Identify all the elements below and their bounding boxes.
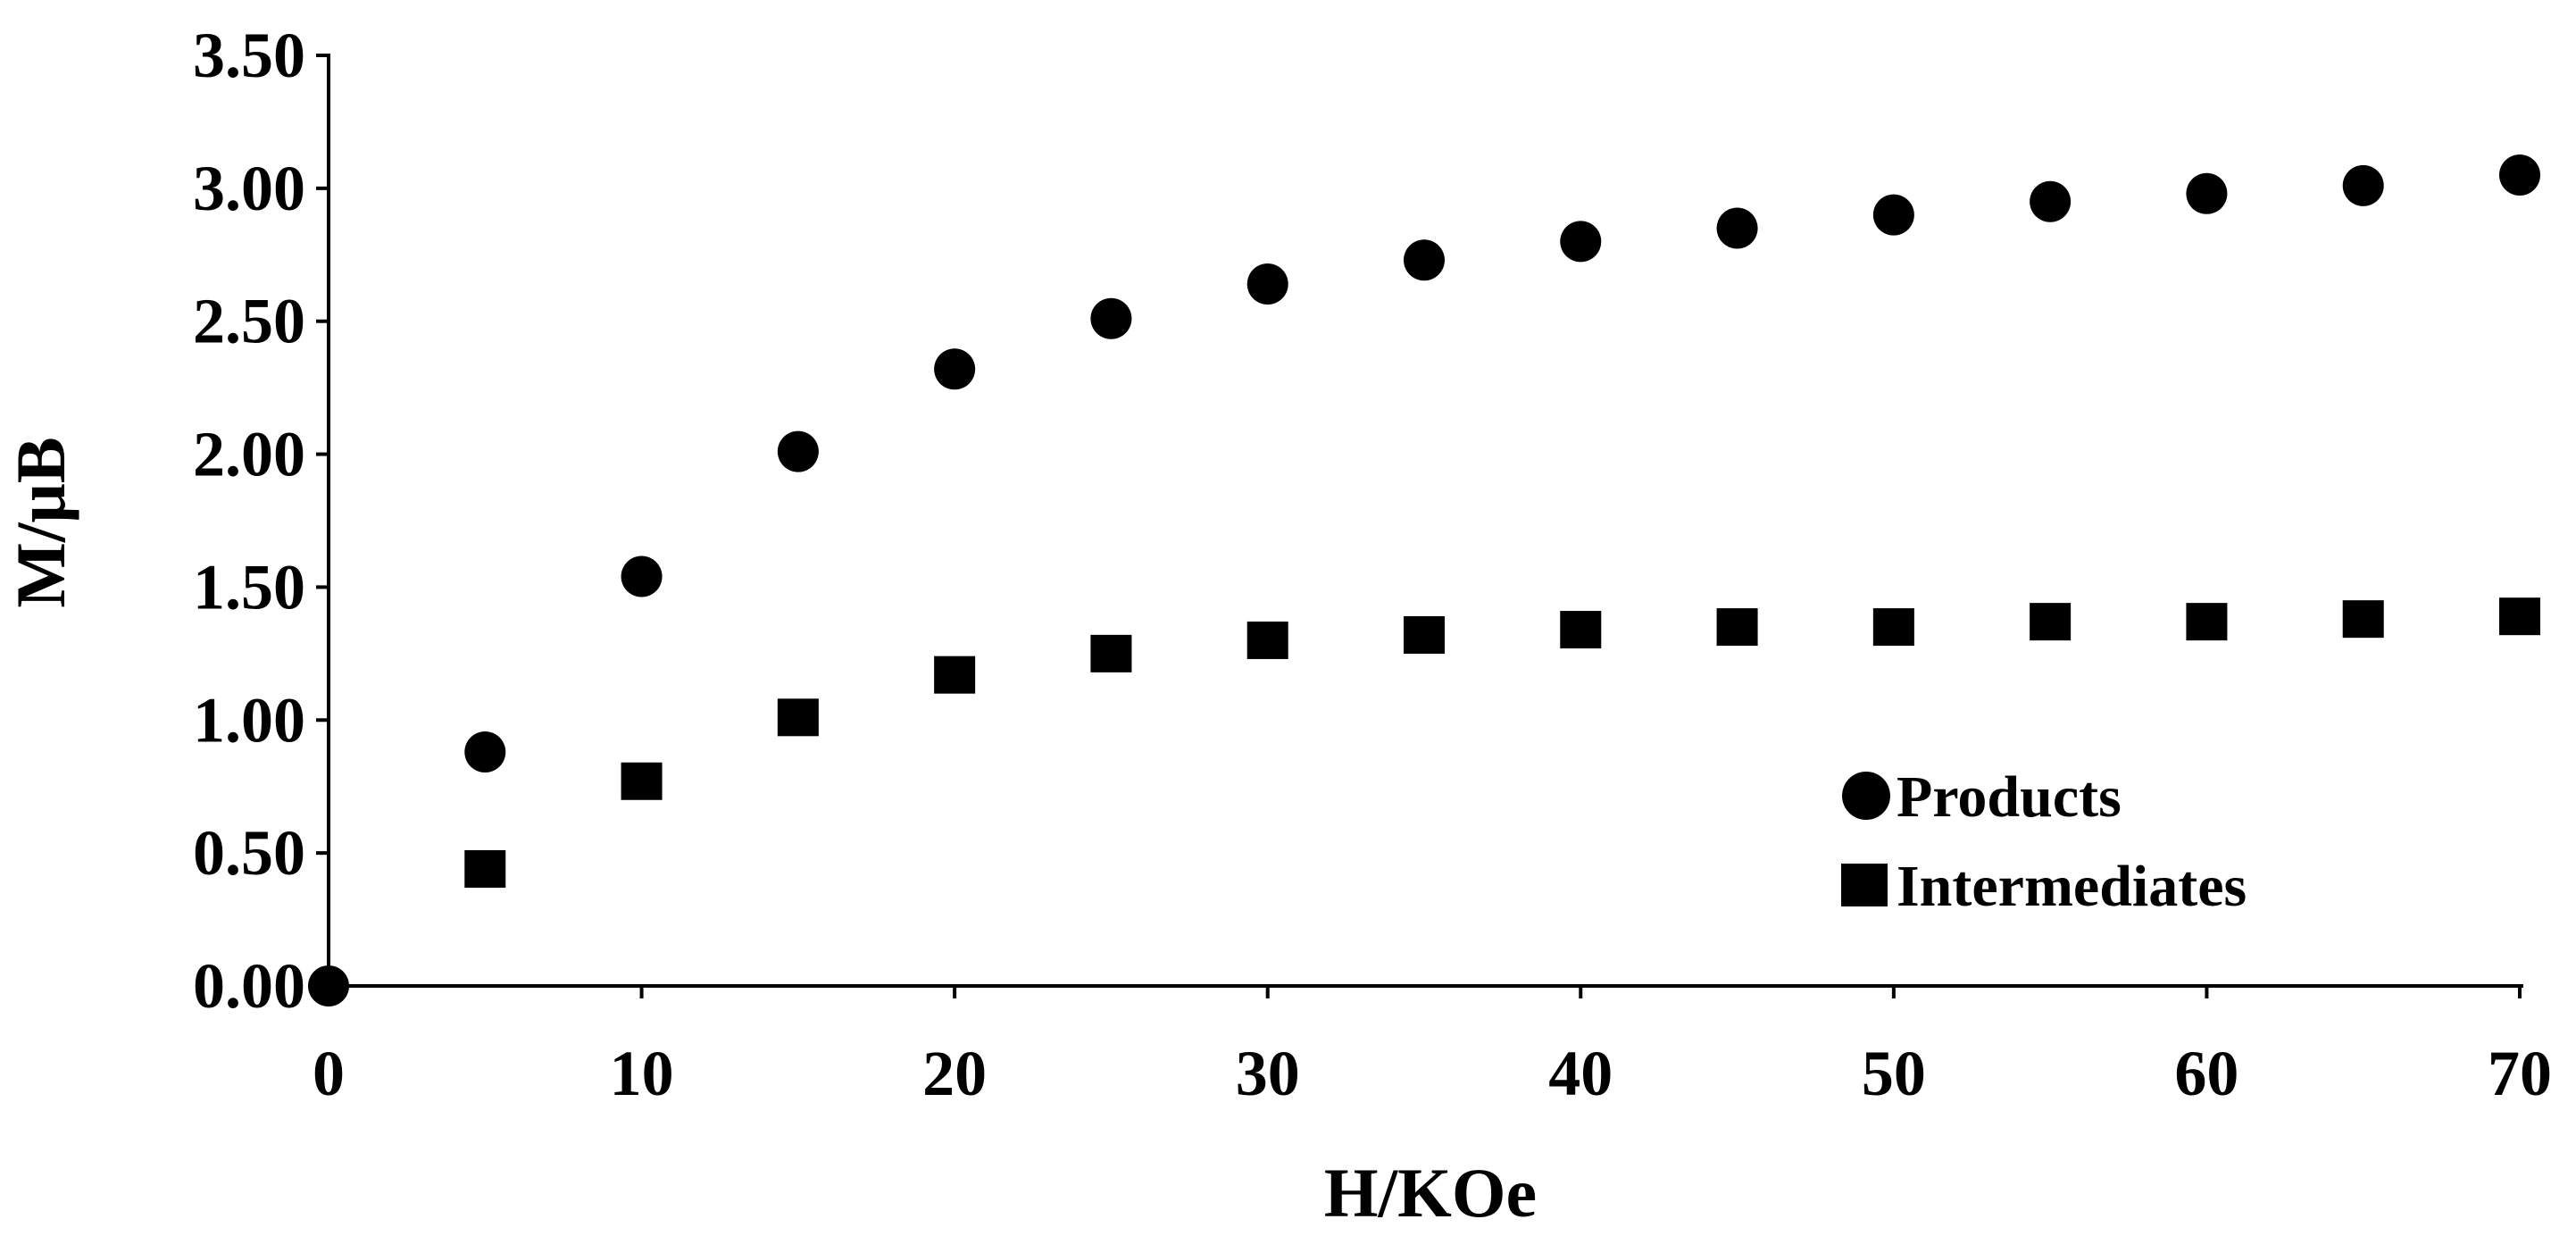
x-tick-label: 30 (1236, 1038, 1300, 1109)
data-point-products (1872, 194, 1914, 236)
x-tick-label: 10 (610, 1038, 674, 1109)
data-point-intermediates (464, 850, 506, 889)
y-tick-label: 0.00 (193, 950, 305, 1022)
data-point-intermediates (777, 698, 819, 737)
data-point-intermediates (934, 656, 976, 694)
data-point-products (1090, 297, 1132, 339)
y-tick-label: 0.50 (193, 817, 305, 889)
data-point-products (2342, 164, 2384, 206)
data-point-intermediates (2342, 600, 2384, 639)
y-tick-label: 2.50 (193, 286, 305, 357)
legend: Products Intermediates (1841, 764, 2247, 919)
legend-label-intermediates: Intermediates (1897, 854, 2247, 919)
legend-square-marker (1841, 864, 1888, 906)
x-axis: 0 10 20 30 40 50 60 70 (313, 984, 2552, 1109)
y-tick-label: 2.00 (193, 419, 305, 490)
x-tick-label: 50 (1862, 1038, 1926, 1109)
y-axis: 0.00 0.50 1.00 1.50 2.00 2.50 3.00 3.50 (193, 20, 330, 1022)
data-point-intermediates (1560, 611, 1602, 649)
data-point-intermediates (2499, 597, 2540, 636)
y-tick-label: 3.00 (193, 153, 305, 224)
x-tick-label: 70 (2488, 1038, 2552, 1109)
data-point-products (2499, 154, 2540, 196)
data-point-products (934, 348, 976, 390)
data-points (308, 154, 2540, 1006)
x-axis-title: H/KOe (1324, 1154, 1537, 1232)
legend-item-intermediates: Intermediates (1841, 854, 2247, 919)
y-axis-title: M/μB (2, 437, 79, 608)
data-point-intermediates (1716, 608, 1758, 647)
data-point-products (464, 731, 506, 773)
data-point-products (1246, 263, 1288, 305)
legend-item-products: Products (1842, 764, 2122, 830)
x-tick-label: 20 (922, 1038, 987, 1109)
legend-circle-marker (1842, 772, 1890, 820)
data-point-products (777, 430, 819, 472)
data-point-products (621, 555, 663, 597)
data-point-intermediates (2186, 603, 2228, 641)
y-tick-label: 3.50 (193, 20, 305, 91)
x-tick-label: 60 (2174, 1038, 2238, 1109)
y-tick-label: 1.00 (193, 684, 305, 756)
data-point-products (2030, 180, 2072, 222)
data-point-products (1404, 239, 1445, 281)
x-tick-label: 0 (313, 1038, 345, 1109)
legend-label-products: Products (1897, 764, 2122, 830)
data-point-intermediates (1090, 634, 1132, 672)
data-point-intermediates (621, 762, 663, 800)
data-point-products (308, 965, 349, 1006)
data-point-products (1560, 221, 1602, 263)
x-tick-label: 40 (1548, 1038, 1613, 1109)
data-point-products (1716, 207, 1758, 249)
data-point-intermediates (1246, 621, 1288, 659)
data-point-intermediates (1872, 608, 1914, 647)
data-point-intermediates (2030, 603, 2072, 641)
data-point-products (2186, 172, 2228, 214)
data-point-intermediates (1404, 616, 1445, 655)
y-tick-label: 1.50 (193, 551, 305, 622)
